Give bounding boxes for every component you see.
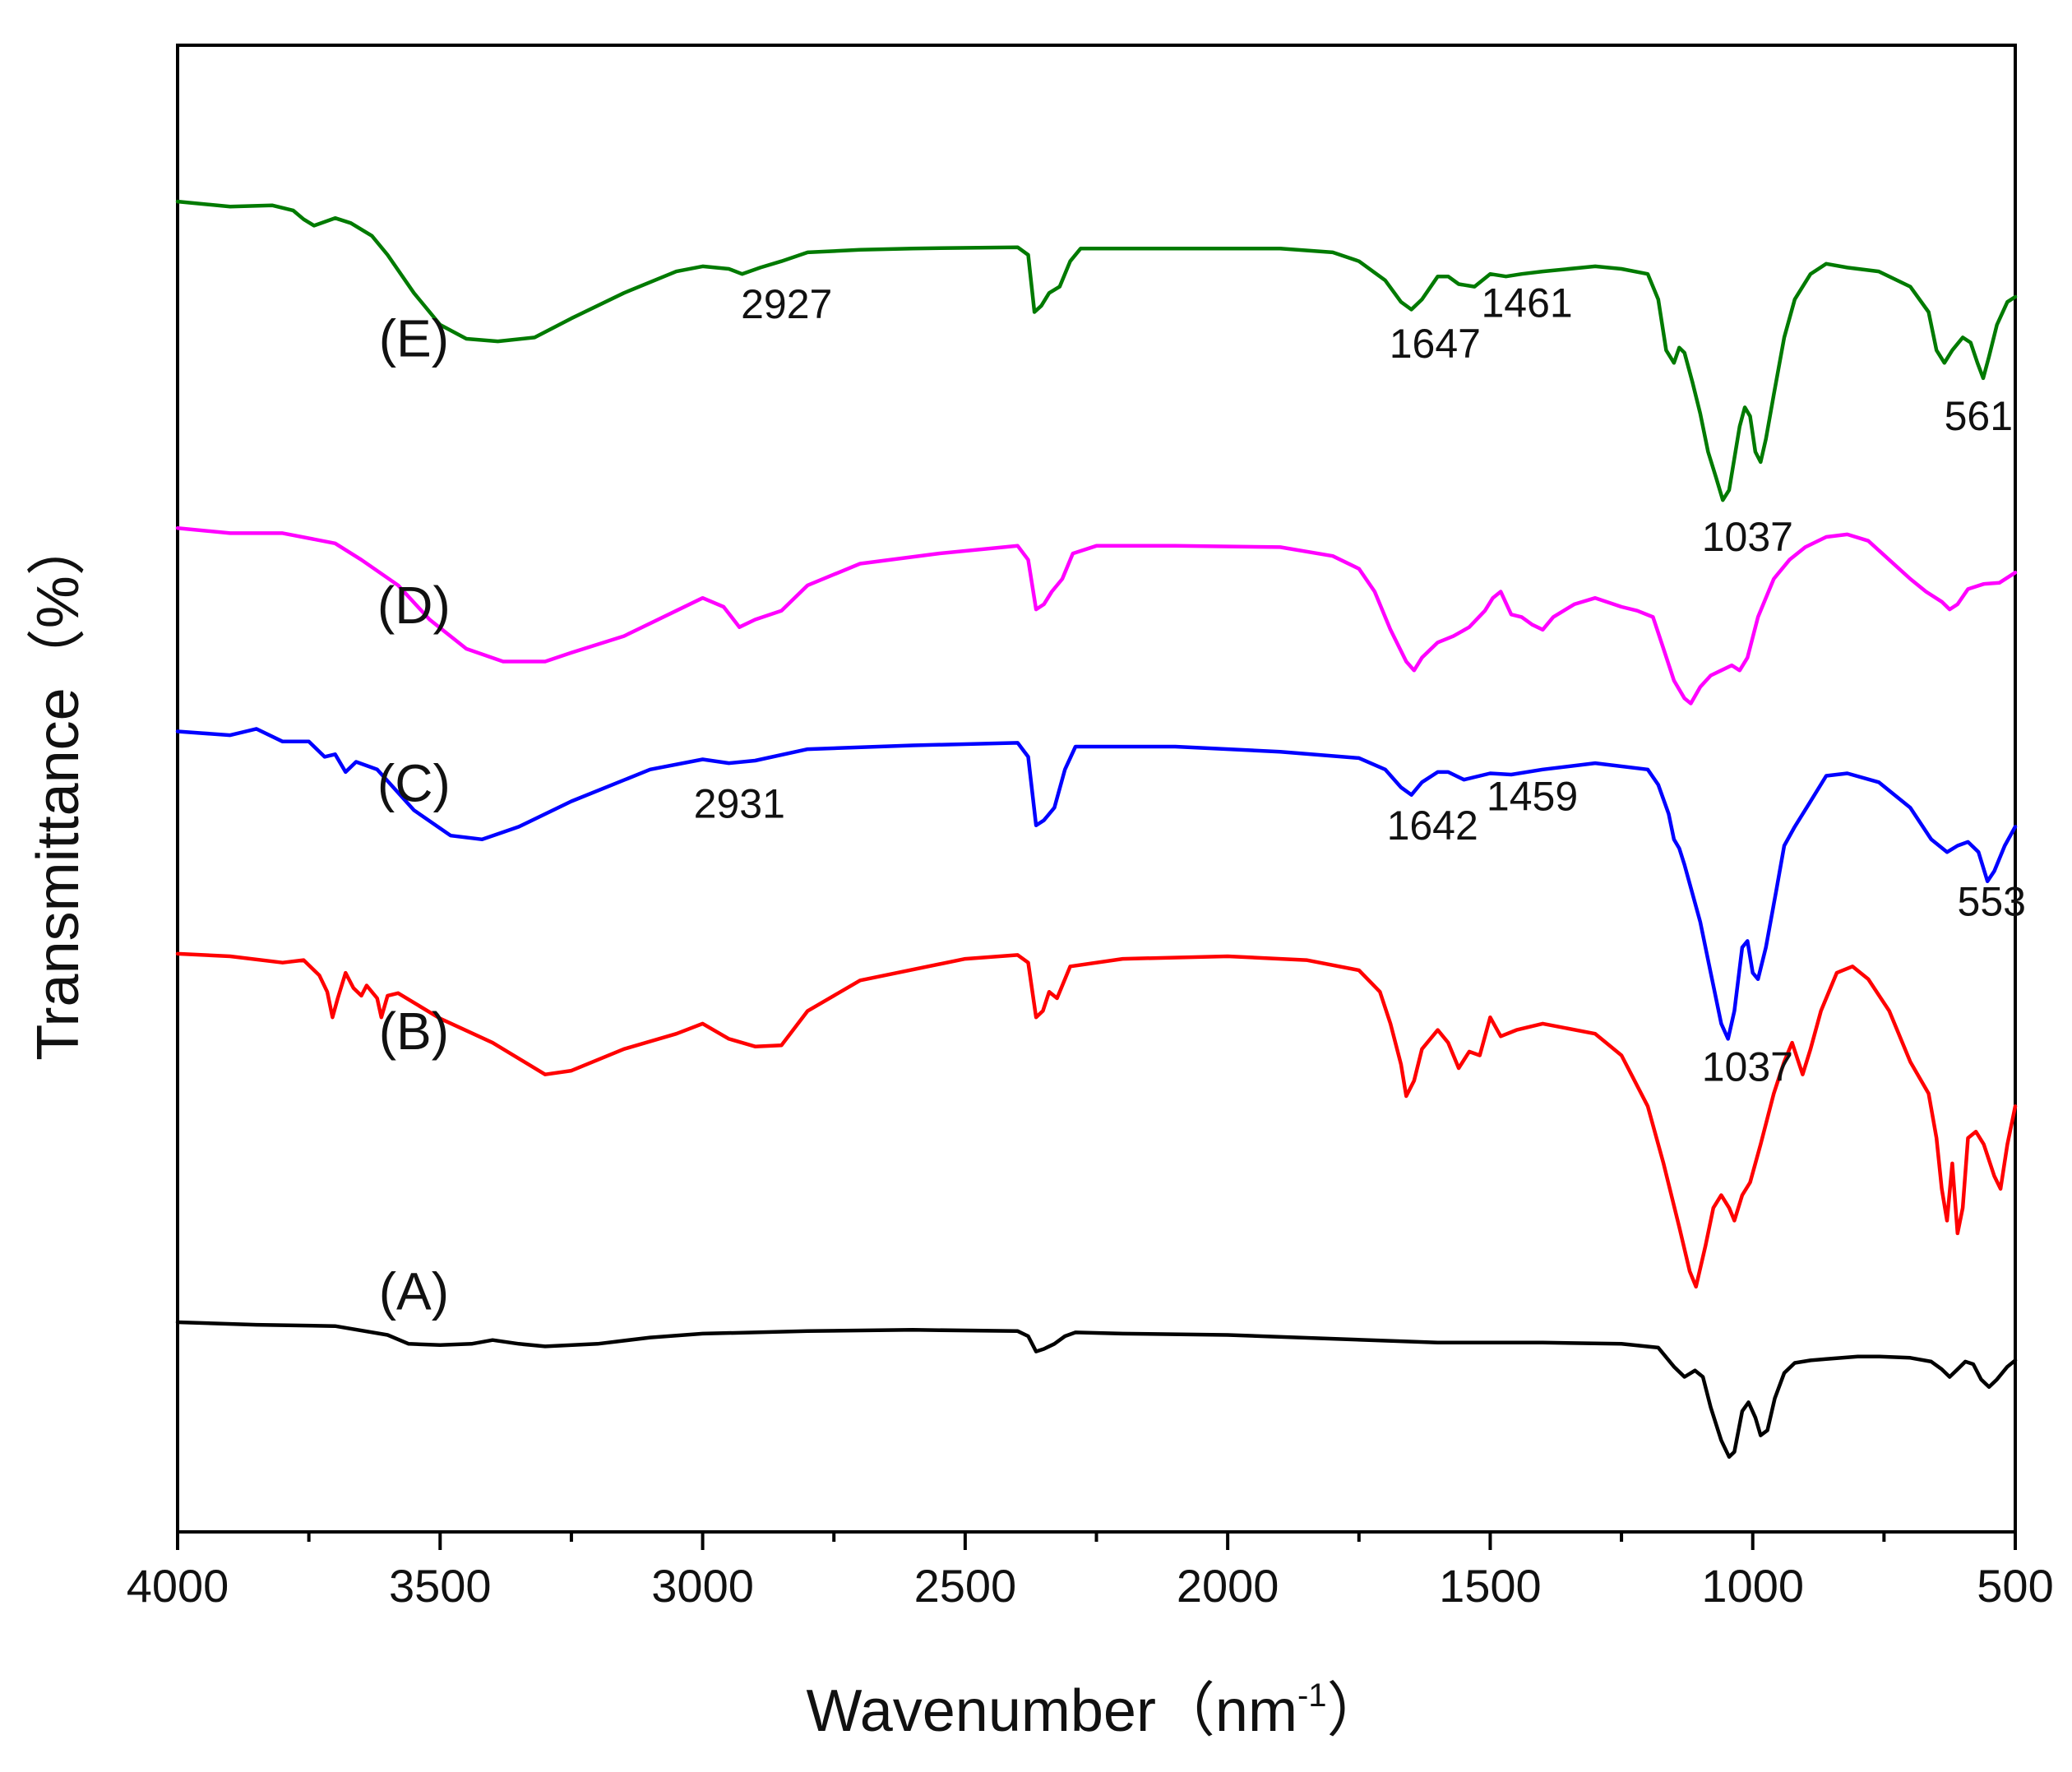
peak-annotation: 1642	[1387, 803, 1478, 849]
x-tick-label: 2000	[1177, 1560, 1279, 1612]
peak-annotation: 2931	[694, 781, 785, 827]
plot-frame	[176, 44, 2017, 1534]
x-axis-title: Wavenumber（nm-1）	[806, 1677, 1385, 1744]
peak-annotation: 1037	[1702, 1043, 1793, 1090]
x-tick-label: 1500	[1439, 1560, 1542, 1612]
x-tick-label: 3000	[651, 1560, 754, 1612]
series-line-c	[175, 727, 2018, 1041]
series-line-d	[175, 525, 2018, 706]
x-tick-label: 3500	[389, 1560, 492, 1612]
peak-annotation: 1461	[1482, 280, 1573, 326]
series-label-c: (C)	[377, 753, 451, 812]
x-axis-title-close: ）	[1327, 1678, 1386, 1744]
x-tick-label: 2500	[914, 1560, 1017, 1612]
series-label-e: (E)	[379, 309, 449, 368]
series-label-d: (D)	[377, 576, 451, 635]
peak-annotation: 2927	[741, 281, 832, 327]
peak-annotation: 1459	[1487, 773, 1578, 819]
peak-annotation: 553	[1958, 879, 2026, 925]
x-tick-label: 4000	[127, 1560, 229, 1612]
series-line-a	[175, 1320, 2018, 1460]
series-line-b	[175, 951, 2018, 1289]
series-label-a: (A)	[379, 1262, 449, 1321]
x-axis-ticks: 4000 3500 3000 2500 2000 1500 1000 500	[127, 1532, 2054, 1612]
peak-annotation: 561	[1945, 393, 2013, 439]
x-tick-label: 500	[1977, 1560, 2053, 1612]
series-label-b: (B)	[379, 1002, 449, 1061]
x-axis-title-main: Wavenumber（nm	[806, 1678, 1297, 1744]
x-tick-label: 1000	[1701, 1560, 1804, 1612]
peak-annotation: 1037	[1702, 514, 1793, 560]
y-axis-title: Transmittance（%）	[25, 516, 91, 1061]
peak-annotation: 1647	[1390, 321, 1481, 367]
series-layer	[175, 199, 2018, 1460]
series-line-e	[175, 199, 2018, 502]
x-axis-title-superscript: -1	[1297, 1677, 1327, 1714]
